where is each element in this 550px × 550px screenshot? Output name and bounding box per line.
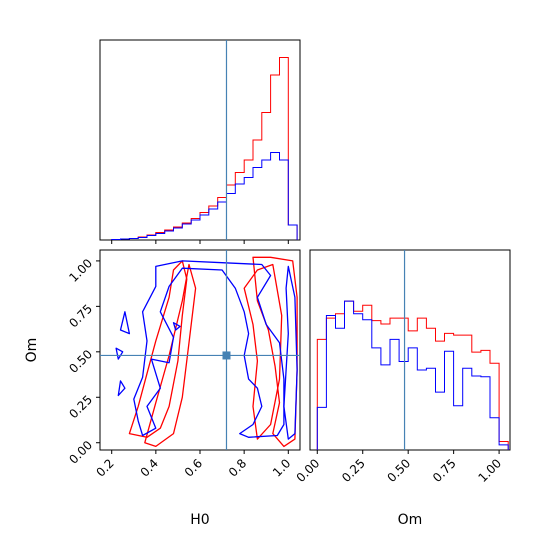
om-histogram-frame (309, 249, 511, 451)
contour-red-1 (144, 263, 197, 448)
h0-histogram-red (111, 57, 298, 240)
om-y-tick-label: 0.50 (66, 347, 95, 376)
om-y-tick-label: 0.75 (66, 302, 95, 331)
y-axis-label-om: Om (24, 338, 40, 363)
h0-x-tick-label: 1.0 (270, 456, 293, 479)
contour-red-2 (252, 256, 298, 448)
om-x-tick-label: 1.00 (475, 456, 504, 485)
om-x-tick-label: 0.00 (294, 456, 323, 485)
h0-om-contours (100, 250, 300, 450)
om-y-tick-label: 0.25 (66, 392, 95, 421)
om-x-tick-label: 0.25 (339, 456, 368, 485)
h0-histogram-blue (111, 152, 298, 240)
h0-om-contour-frame (99, 249, 301, 451)
contour-blue-3 (115, 347, 124, 360)
x-axis-label-h0: H0 (190, 512, 209, 528)
h0-x-tick-label: 0.4 (138, 456, 161, 479)
om-x-tick-label: 0.75 (430, 456, 459, 485)
h0-histogram-frame (99, 39, 301, 241)
contour-red-0 (128, 260, 188, 438)
contour-blue-2 (119, 311, 131, 335)
om-histogram-blue (316, 300, 509, 450)
h0-x-tick-label: 0.8 (226, 456, 249, 479)
h0-x-tick-label: 0.6 (182, 456, 205, 479)
om-y-tick-label: 1.00 (66, 256, 95, 285)
contour-blue-1 (283, 265, 298, 440)
h0-histogram (111, 40, 298, 240)
contour-blue-4 (117, 380, 126, 397)
axis-ticks: 0.2 0.4 0.6 0.8 1.00.000.250.500.751.000.00 0… (66, 240, 504, 485)
om-x-tick-label: 0.50 (385, 456, 414, 485)
x-axis-label-om: Om (398, 512, 423, 528)
om-y-tick-label: 0.00 (66, 438, 95, 467)
truth-marker (222, 351, 231, 360)
contour-red-3 (243, 263, 283, 440)
contour-blue-0 (133, 260, 285, 438)
h0-x-tick-label: 0.2 (93, 456, 116, 479)
contour-blue-5 (172, 322, 181, 331)
om-histogram (316, 250, 509, 450)
